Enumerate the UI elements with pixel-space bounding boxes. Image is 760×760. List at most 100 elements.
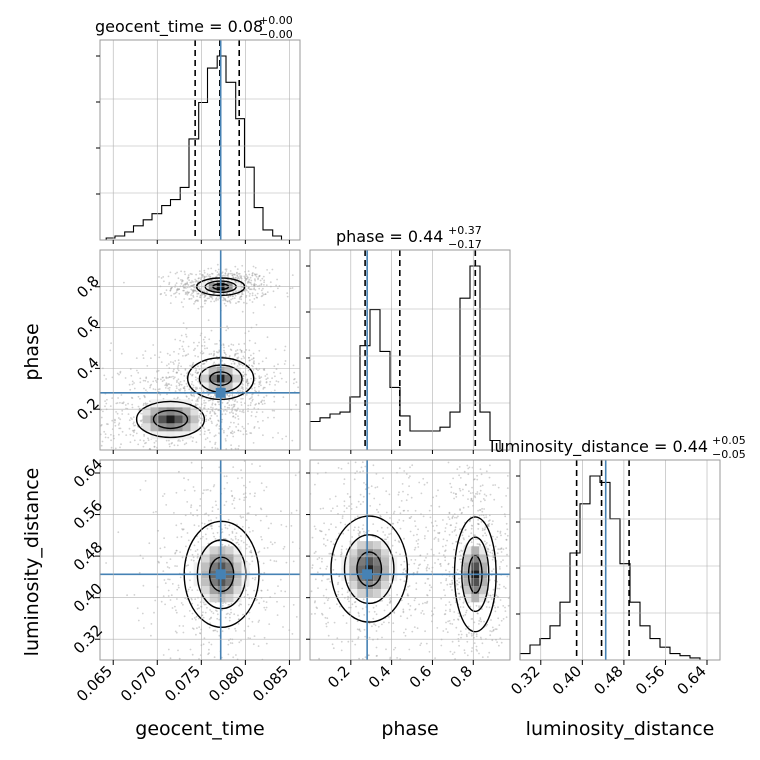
panel-phase-vs-geocent_time	[99, 249, 301, 451]
sample-point	[218, 525, 221, 528]
sample-point	[325, 622, 328, 625]
sample-point	[195, 299, 198, 302]
sample-point	[489, 464, 491, 467]
sample-point	[177, 364, 180, 367]
sample-point	[232, 415, 235, 418]
sample-point	[258, 427, 260, 429]
panel-geocent_time-vs-geocent_time	[99, 39, 301, 241]
sample-point	[142, 557, 144, 560]
sample-point	[258, 274, 261, 277]
sample-point	[236, 401, 239, 403]
sample-point	[206, 410, 209, 413]
sample-point	[253, 386, 256, 389]
sample-point	[180, 282, 183, 285]
sample-point	[483, 508, 485, 510]
sample-point	[189, 298, 191, 300]
sample-point	[292, 604, 295, 606]
sample-point	[397, 662, 399, 664]
sample-point	[445, 579, 447, 582]
sample-point	[248, 288, 251, 291]
sample-point	[495, 628, 498, 631]
sample-point	[265, 378, 268, 381]
sample-point	[403, 631, 405, 634]
sample-point	[340, 551, 343, 554]
sample-point	[218, 403, 221, 406]
density-cell	[201, 578, 210, 587]
sample-point	[160, 600, 163, 603]
sample-point	[384, 534, 386, 536]
sample-point	[258, 385, 260, 388]
sample-point	[254, 389, 256, 392]
sample-point	[93, 380, 95, 382]
sample-point	[227, 272, 230, 275]
sample-point	[166, 468, 168, 470]
sample-point	[189, 571, 192, 573]
sample-point	[179, 380, 182, 383]
sample-point	[189, 512, 192, 514]
sample-point	[445, 569, 447, 572]
sample-point	[403, 554, 406, 557]
sample-point	[476, 522, 479, 525]
sample-point	[263, 284, 265, 286]
sample-point	[230, 611, 233, 614]
sample-point	[149, 447, 151, 450]
sample-point	[201, 305, 204, 308]
sample-point	[408, 485, 410, 488]
sample-point	[487, 594, 489, 596]
sample-point	[398, 541, 401, 544]
sample-point	[273, 365, 276, 368]
sample-point	[230, 447, 233, 450]
sample-point	[245, 278, 248, 281]
sample-point	[106, 398, 108, 401]
sample-point	[235, 706, 237, 708]
sample-point	[454, 658, 456, 660]
sample-point	[479, 485, 482, 488]
sample-point	[227, 296, 230, 299]
sample-point	[435, 524, 438, 527]
sample-point	[506, 528, 509, 531]
sample-point	[342, 532, 345, 535]
sample-point	[481, 484, 484, 487]
sample-point	[442, 519, 444, 521]
sample-point	[212, 399, 214, 402]
sample-point	[318, 657, 320, 660]
sample-point	[237, 273, 240, 275]
sample-point	[116, 402, 119, 404]
sample-point	[186, 283, 188, 285]
sample-point	[492, 629, 495, 632]
sample-point	[196, 372, 199, 375]
sample-point	[237, 623, 240, 625]
sample-point	[158, 356, 161, 359]
sample-point	[275, 560, 278, 563]
y-tick-label: 0.8	[73, 272, 103, 302]
sample-point	[133, 421, 135, 424]
sample-point	[207, 419, 210, 421]
sample-point	[203, 446, 206, 449]
sample-point	[131, 429, 134, 432]
sample-point	[362, 501, 365, 503]
sample-point	[207, 319, 210, 322]
sample-point	[164, 387, 167, 389]
sample-point	[489, 634, 492, 637]
sample-point	[322, 574, 324, 577]
sample-point	[462, 506, 465, 509]
sample-point	[483, 540, 486, 543]
sample-point	[166, 385, 168, 387]
sample-point	[180, 536, 183, 538]
sample-point	[167, 595, 170, 597]
sample-point	[293, 454, 295, 456]
sample-point	[408, 585, 411, 587]
sample-point	[174, 552, 177, 555]
sample-point	[222, 537, 225, 540]
sample-point	[266, 291, 269, 293]
sample-point	[178, 348, 181, 350]
density-cell	[365, 565, 374, 574]
sample-point	[196, 295, 199, 298]
sample-point	[424, 535, 426, 537]
sample-point	[360, 717, 362, 719]
sample-point	[198, 406, 201, 409]
sample-point	[408, 476, 410, 479]
sample-point	[284, 360, 287, 362]
sample-point	[249, 404, 252, 407]
sample-point	[258, 375, 261, 378]
